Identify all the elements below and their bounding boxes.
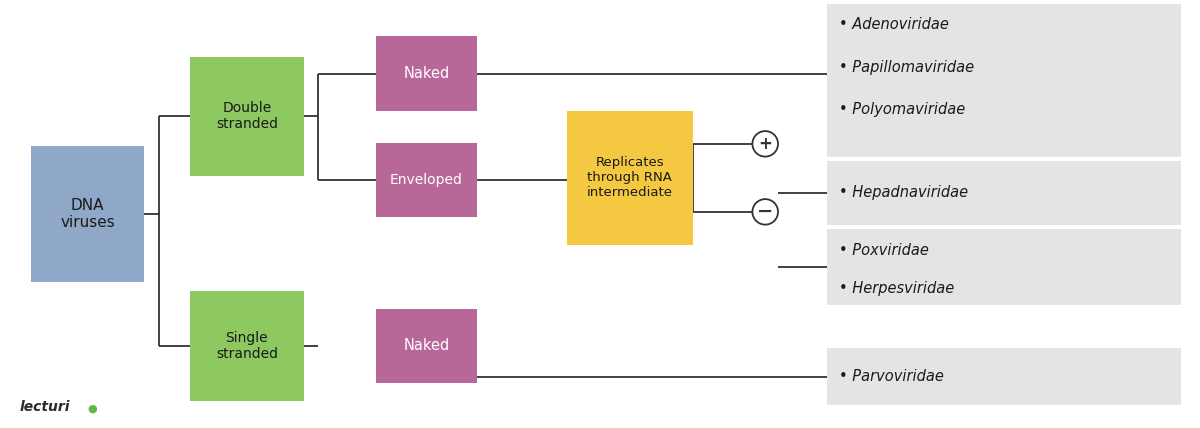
FancyBboxPatch shape bbox=[376, 143, 478, 217]
Text: +: + bbox=[758, 135, 772, 153]
FancyBboxPatch shape bbox=[828, 348, 1181, 405]
FancyBboxPatch shape bbox=[828, 161, 1181, 225]
Ellipse shape bbox=[752, 131, 778, 157]
Text: ●: ● bbox=[88, 404, 97, 414]
Text: • Polyomaviridae: • Polyomaviridae bbox=[840, 102, 966, 117]
Text: • Herpesviridae: • Herpesviridae bbox=[840, 281, 955, 296]
FancyBboxPatch shape bbox=[31, 146, 144, 282]
Text: Single
stranded: Single stranded bbox=[216, 331, 278, 361]
Text: • Parvoviridae: • Parvoviridae bbox=[840, 369, 944, 384]
Text: lecturi: lecturi bbox=[19, 400, 70, 414]
Text: Double
stranded: Double stranded bbox=[216, 101, 278, 131]
Text: DNA
viruses: DNA viruses bbox=[60, 198, 115, 230]
Ellipse shape bbox=[752, 199, 778, 225]
FancyBboxPatch shape bbox=[190, 291, 304, 401]
Text: Naked: Naked bbox=[403, 66, 450, 81]
Text: −: − bbox=[757, 202, 774, 221]
Text: • Papillomaviridae: • Papillomaviridae bbox=[840, 60, 974, 75]
FancyBboxPatch shape bbox=[828, 229, 1181, 306]
FancyBboxPatch shape bbox=[376, 309, 478, 383]
Text: • Hepadnaviridae: • Hepadnaviridae bbox=[840, 185, 968, 200]
Text: • Adenoviridae: • Adenoviridae bbox=[840, 17, 949, 32]
FancyBboxPatch shape bbox=[568, 111, 692, 245]
FancyBboxPatch shape bbox=[376, 36, 478, 111]
Text: • Poxviridae: • Poxviridae bbox=[840, 243, 929, 258]
FancyBboxPatch shape bbox=[828, 3, 1181, 157]
FancyBboxPatch shape bbox=[190, 56, 304, 176]
Text: Enveloped: Enveloped bbox=[390, 173, 463, 187]
Text: Replicates
through RNA
intermediate: Replicates through RNA intermediate bbox=[587, 156, 673, 199]
Text: Naked: Naked bbox=[403, 338, 450, 354]
